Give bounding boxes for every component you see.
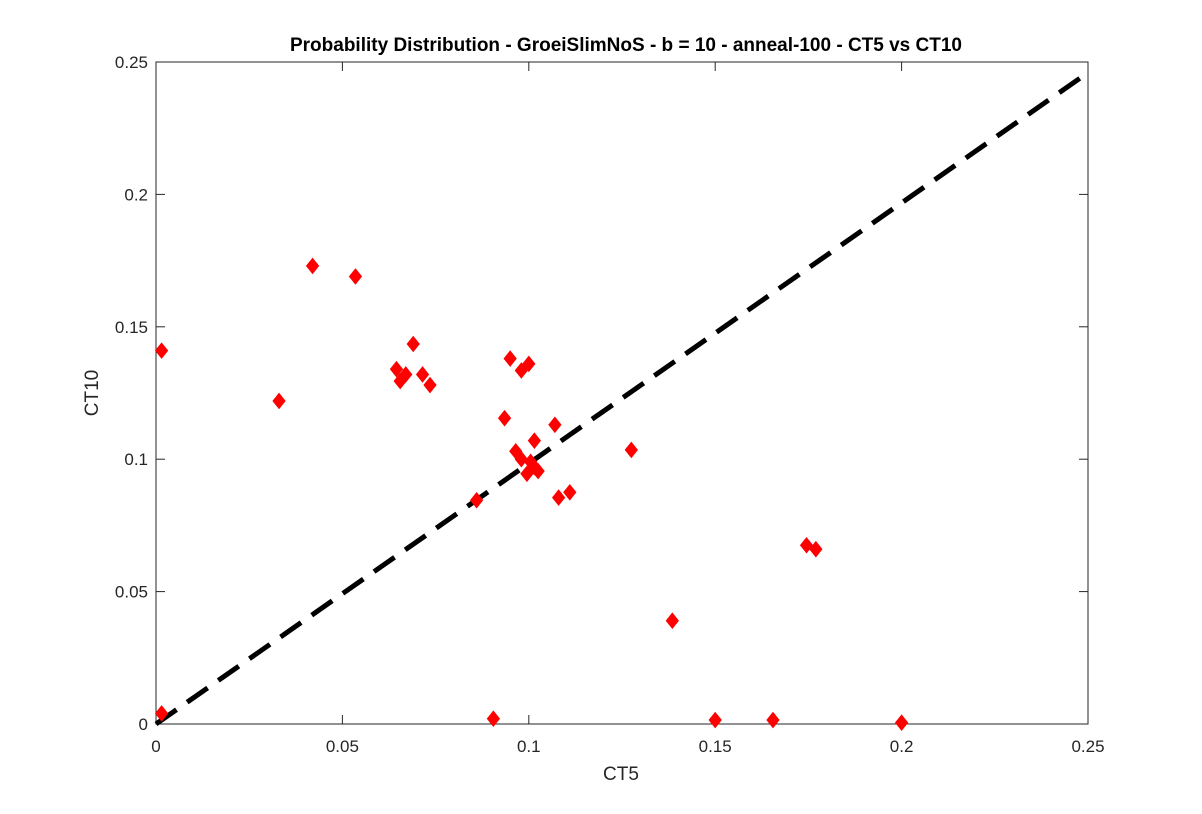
x-tick-label: 0 [151,737,160,756]
data-point [527,432,542,449]
y-tick-label: 0.05 [115,583,148,602]
data-point [531,462,545,480]
y-tick-label: 0.1 [124,450,148,469]
x-tick-label: 0.05 [326,737,359,756]
data-point [469,491,484,509]
data-point [399,366,413,383]
x-tick-label: 0.1 [517,737,541,756]
data-point [423,376,437,394]
x-tick-label: 0.15 [699,737,732,756]
y-tick-label: 0.15 [115,318,148,337]
data-points [154,257,909,731]
y-axis-label: CT10 [82,370,103,416]
data-point [272,392,286,410]
chart-title: Probability Distribution - GroeiSlimNoS … [290,35,962,56]
data-point [415,366,430,383]
x-axis: 0 0.05 0.1 0.15 0.2 0.25 [151,62,1105,756]
data-point [406,335,420,353]
x-tick-label: 0.2 [890,737,914,756]
y-tick-label: 0.25 [115,53,148,72]
data-point [548,416,562,434]
data-point [522,355,536,373]
data-point [514,362,528,379]
y-tick-label: 0.2 [124,185,148,204]
y-axis: 0 0.05 0.1 0.15 0.2 0.25 [115,53,1088,734]
data-point [809,540,823,558]
plot-area [155,61,1089,725]
data-point [348,268,363,285]
x-tick-label: 0.25 [1071,737,1104,756]
data-point [514,450,528,468]
data-point [624,441,638,459]
y-tick-label: 0 [139,715,148,734]
data-point [503,350,517,367]
x-axis-label: CT5 [603,764,639,785]
data-point [665,612,679,630]
data-point [563,483,577,501]
plot-frame [155,61,1089,725]
data-point [894,714,909,731]
data-point [389,360,404,378]
data-point [154,342,169,359]
data-point [497,409,512,427]
data-point [520,465,534,483]
data-point [766,711,780,729]
data-point [708,711,722,729]
data-point [551,489,566,506]
data-point [305,257,320,275]
data-point [154,705,169,722]
data-point [486,710,501,728]
